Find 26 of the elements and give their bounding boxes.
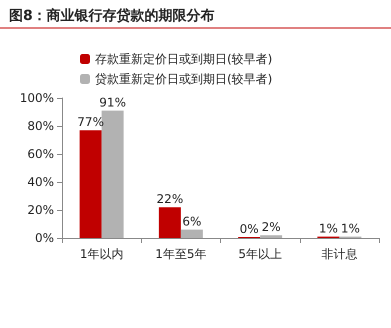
data-label: 2% [262,220,281,234]
bar [102,110,124,238]
bar [180,230,203,238]
y-tick-label: 80% [27,119,54,133]
y-tick-label: 60% [27,147,54,161]
y-tick-label: 0% [34,231,54,245]
y-tick-label: 40% [27,175,54,189]
legend-label: 贷款重新定价日或到期日(较早者) [95,72,272,86]
data-label: 22% [156,192,184,206]
y-tick-label: 20% [27,203,54,217]
x-tick-label: 1年以内 [80,247,124,261]
y-tick-label: 100% [20,91,54,105]
x-tick-label: 5年以上 [238,247,282,261]
data-label: 77% [77,115,104,130]
data-label: 1% [318,222,338,236]
data-label: 91% [99,96,126,110]
data-label: 0% [240,222,259,236]
data-label: 6% [182,214,202,229]
x-tick-label: 非计息 [321,247,358,261]
chart-title: 图8：商业银行存贷款的期限分布 [9,7,215,24]
legend-label: 存款重新定价日或到期日(较早者) [95,52,272,66]
bar [158,207,181,238]
x-tick-label: 1年至5年 [155,247,207,261]
bar [260,235,282,238]
bar [80,130,102,238]
data-label: 1% [340,222,360,236]
